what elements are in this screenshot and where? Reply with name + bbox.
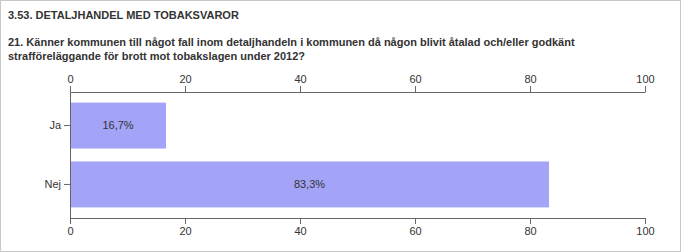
tick-label: 0 bbox=[67, 225, 73, 237]
tick-label: 20 bbox=[179, 225, 191, 237]
tick-label: 40 bbox=[294, 73, 306, 85]
tick-mark bbox=[300, 86, 301, 92]
tick: 60 bbox=[409, 218, 421, 237]
tick: 100 bbox=[636, 73, 654, 92]
tick-label: Nej bbox=[44, 178, 61, 190]
tick-mark bbox=[70, 86, 71, 92]
x-axis-top: 0 20 40 60 80 100 bbox=[67, 73, 654, 93]
tick-mark bbox=[64, 125, 70, 126]
subtitle: 21. Känner kommunen till något fall inom… bbox=[8, 36, 575, 62]
frame bbox=[1, 1, 681, 252]
tick-label: 20 bbox=[179, 73, 191, 85]
tick: 40 bbox=[294, 73, 306, 92]
tick: 100 bbox=[636, 218, 654, 237]
bar bbox=[70, 161, 549, 207]
x-axis-bottom: 0 20 40 60 80 100 bbox=[67, 218, 654, 237]
tick: 80 bbox=[524, 73, 536, 92]
tick-mark bbox=[415, 86, 416, 92]
tick-mark bbox=[185, 218, 186, 224]
tick-label: 80 bbox=[524, 73, 536, 85]
title: 3.53. DETALJHANDEL MED TOBAKSVAROR bbox=[8, 9, 239, 21]
chart: 3.53. DETALJHANDEL MED TOBAKSVAROR 21. Kä… bbox=[0, 0, 681, 252]
bar bbox=[70, 103, 166, 149]
tick-label: 80 bbox=[524, 225, 536, 237]
tick-label: 60 bbox=[409, 73, 421, 85]
data-label: 83,3% bbox=[294, 178, 325, 190]
tick: 0 bbox=[67, 73, 73, 92]
tick-label: 40 bbox=[294, 225, 306, 237]
axis-line bbox=[71, 92, 646, 93]
y-axis: Ja Nej bbox=[44, 93, 70, 219]
tick-mark bbox=[530, 86, 531, 92]
tick: 80 bbox=[524, 218, 536, 237]
tick-mark bbox=[70, 218, 71, 224]
data-labels: 16,7% 83,3% bbox=[102, 119, 325, 190]
tick: 20 bbox=[179, 73, 191, 92]
tick-mark bbox=[300, 218, 301, 224]
plot: 0 20 40 60 80 100 0 20 40 60 80 100 Ja Nej 16,7% 83,3% bbox=[44, 73, 654, 237]
tick-label: 100 bbox=[636, 73, 654, 85]
tick: 20 bbox=[179, 218, 191, 237]
tick-label: 100 bbox=[636, 225, 654, 237]
tick: 0 bbox=[67, 218, 73, 237]
tick: 60 bbox=[409, 73, 421, 92]
tick-mark bbox=[530, 218, 531, 224]
tick-mark bbox=[64, 184, 70, 185]
axis-line bbox=[70, 93, 71, 219]
tick-mark bbox=[645, 86, 646, 92]
tick-mark bbox=[645, 218, 646, 224]
axis-line bbox=[71, 218, 646, 219]
tick-label: Ja bbox=[49, 119, 62, 131]
tick-mark bbox=[185, 86, 186, 92]
tick: Ja bbox=[49, 119, 70, 131]
tick-label: 0 bbox=[67, 73, 73, 85]
tick: 40 bbox=[294, 218, 306, 237]
tick: Nej bbox=[44, 178, 70, 190]
tick-label: 60 bbox=[409, 225, 421, 237]
tick-mark bbox=[415, 218, 416, 224]
data-label: 16,7% bbox=[102, 119, 133, 131]
bars bbox=[70, 103, 549, 208]
